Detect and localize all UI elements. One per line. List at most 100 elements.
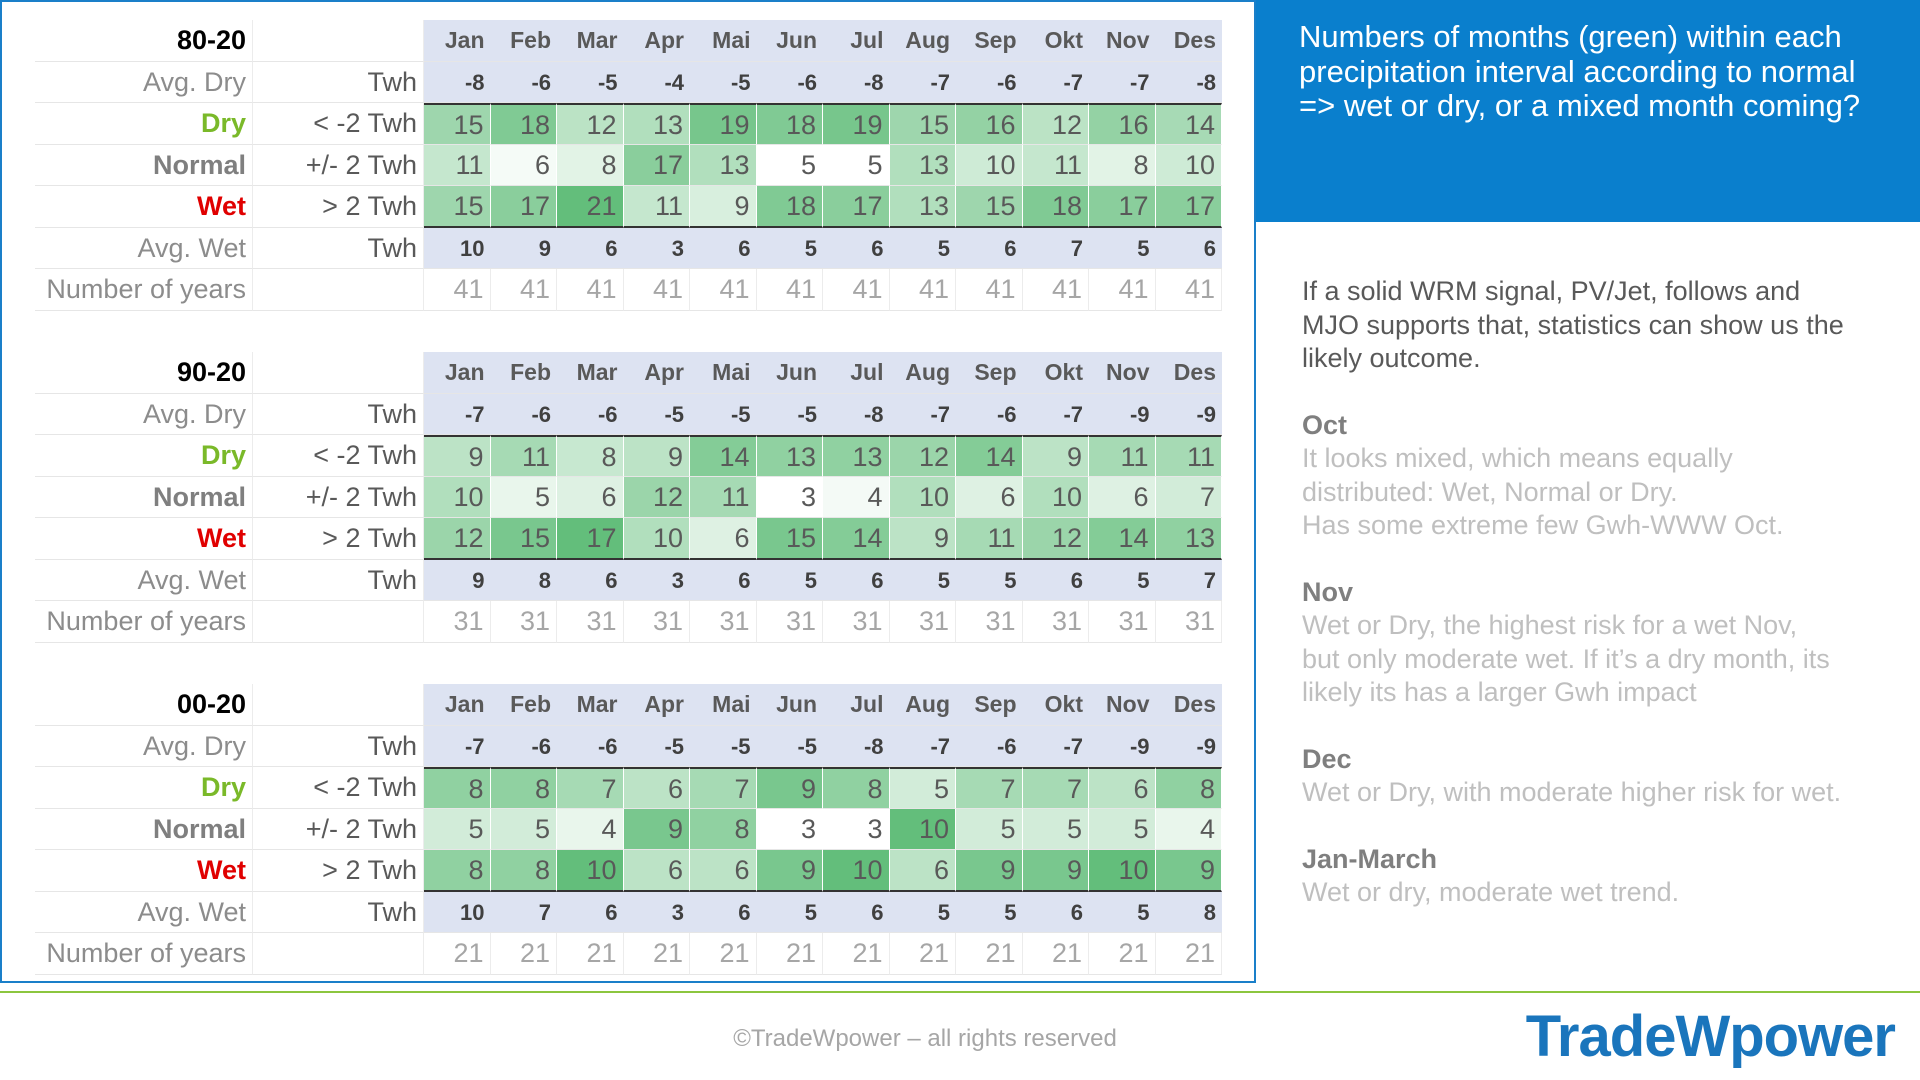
month-header: Des	[1155, 352, 1222, 394]
section-line: likely its has a larger Gwh impact	[1302, 677, 1697, 707]
value-cell: 31	[1022, 601, 1089, 643]
value-cell: -7	[1089, 61, 1156, 103]
value-cell: 6	[557, 559, 624, 601]
count-cell: 12	[623, 476, 690, 518]
row-unit: Twh	[253, 559, 424, 601]
intro-line: MJO supports that, statistics can show u…	[1302, 309, 1844, 340]
count-cell: 16	[1089, 103, 1156, 145]
value-cell: -6	[557, 725, 624, 767]
value-cell: 9	[424, 559, 491, 601]
count-cell: 17	[823, 186, 890, 228]
value-cell: 21	[756, 933, 823, 975]
row-label: Normal	[35, 808, 253, 850]
count-cell: 5	[889, 767, 956, 809]
value-cell: 6	[690, 891, 757, 933]
count-cell: 14	[1155, 103, 1222, 145]
count-cell: 3	[823, 808, 890, 850]
table-title: 00-20	[35, 684, 253, 726]
count-cell: 17	[1089, 186, 1156, 228]
count-cell: 15	[424, 186, 491, 228]
count-cell: 6	[690, 518, 757, 560]
count-cell: 9	[756, 767, 823, 809]
count-cell: 13	[823, 435, 890, 477]
row-label: Avg. Wet	[35, 559, 253, 601]
count-cell: 8	[490, 850, 557, 892]
value-cell: 31	[557, 601, 624, 643]
month-header: Okt	[1022, 684, 1089, 726]
value-cell: -9	[1089, 393, 1156, 435]
month-header: Nov	[1089, 684, 1156, 726]
month-header: Aug	[889, 684, 956, 726]
row-label: Wet	[35, 186, 253, 228]
cell	[253, 20, 424, 62]
value-cell: 41	[1022, 269, 1089, 311]
value-cell: 21	[623, 933, 690, 975]
count-cell: 17	[623, 144, 690, 186]
row-unit: Twh	[253, 61, 424, 103]
value-cell: 3	[623, 891, 690, 933]
row-label: Normal	[35, 476, 253, 518]
value-cell: 41	[956, 269, 1023, 311]
count-cell: 11	[490, 435, 557, 477]
count-cell: 8	[690, 808, 757, 850]
section-title: Oct	[1302, 409, 1348, 440]
month-header: Mar	[557, 352, 624, 394]
month-header: Jun	[756, 684, 823, 726]
count-cell: 13	[623, 103, 690, 145]
count-cell: 15	[424, 103, 491, 145]
value-cell: 3	[623, 559, 690, 601]
row-unit: < -2 Twh	[253, 103, 424, 145]
intro-line: likely outcome.	[1302, 343, 1481, 373]
count-cell: 18	[756, 186, 823, 228]
count-cell: 10	[956, 144, 1023, 186]
count-cell: 12	[1022, 518, 1089, 560]
section-line: It looks mixed, which means equally	[1302, 443, 1733, 473]
value-cell: -7	[1022, 393, 1089, 435]
month-header: Okt	[1022, 20, 1089, 62]
value-cell: 41	[1155, 269, 1222, 311]
count-cell: 8	[424, 850, 491, 892]
count-cell: 8	[424, 767, 491, 809]
count-cell: 6	[623, 767, 690, 809]
value-cell: 31	[956, 601, 1023, 643]
month-header: Nov	[1089, 352, 1156, 394]
section-title: Jan-March	[1302, 843, 1438, 874]
count-cell: 9	[623, 435, 690, 477]
value-cell: 6	[1022, 559, 1089, 601]
count-cell: 9	[956, 850, 1023, 892]
value-cell: -5	[623, 393, 690, 435]
value-cell: -8	[823, 725, 890, 767]
count-cell: 7	[1022, 767, 1089, 809]
count-cell: 4	[823, 476, 890, 518]
month-header: Jun	[756, 352, 823, 394]
count-cell: 6	[623, 850, 690, 892]
value-cell: 21	[1089, 933, 1156, 975]
count-cell: 7	[1155, 476, 1222, 518]
value-cell: 7	[1022, 227, 1089, 269]
count-cell: 5	[823, 144, 890, 186]
month-header: Mai	[690, 352, 757, 394]
month-header: Feb	[490, 20, 557, 62]
value-cell: 5	[1089, 227, 1156, 269]
row-label: Normal	[35, 144, 253, 186]
count-cell: 12	[889, 435, 956, 477]
month-header: Des	[1155, 20, 1222, 62]
count-cell: 8	[1089, 144, 1156, 186]
value-cell: 41	[623, 269, 690, 311]
row-unit: Twh	[253, 227, 424, 269]
value-cell: 21	[557, 933, 624, 975]
count-cell: 14	[690, 435, 757, 477]
value-cell: 6	[690, 227, 757, 269]
count-cell: 13	[889, 186, 956, 228]
count-cell: 14	[956, 435, 1023, 477]
count-cell: 6	[956, 476, 1023, 518]
count-cell: 12	[557, 103, 624, 145]
value-cell: -8	[823, 61, 890, 103]
section-title: Dec	[1302, 743, 1352, 774]
count-cell: 10	[623, 518, 690, 560]
value-cell: 5	[956, 559, 1023, 601]
count-cell: 5	[424, 808, 491, 850]
row-unit	[253, 933, 424, 975]
value-cell: 31	[823, 601, 890, 643]
